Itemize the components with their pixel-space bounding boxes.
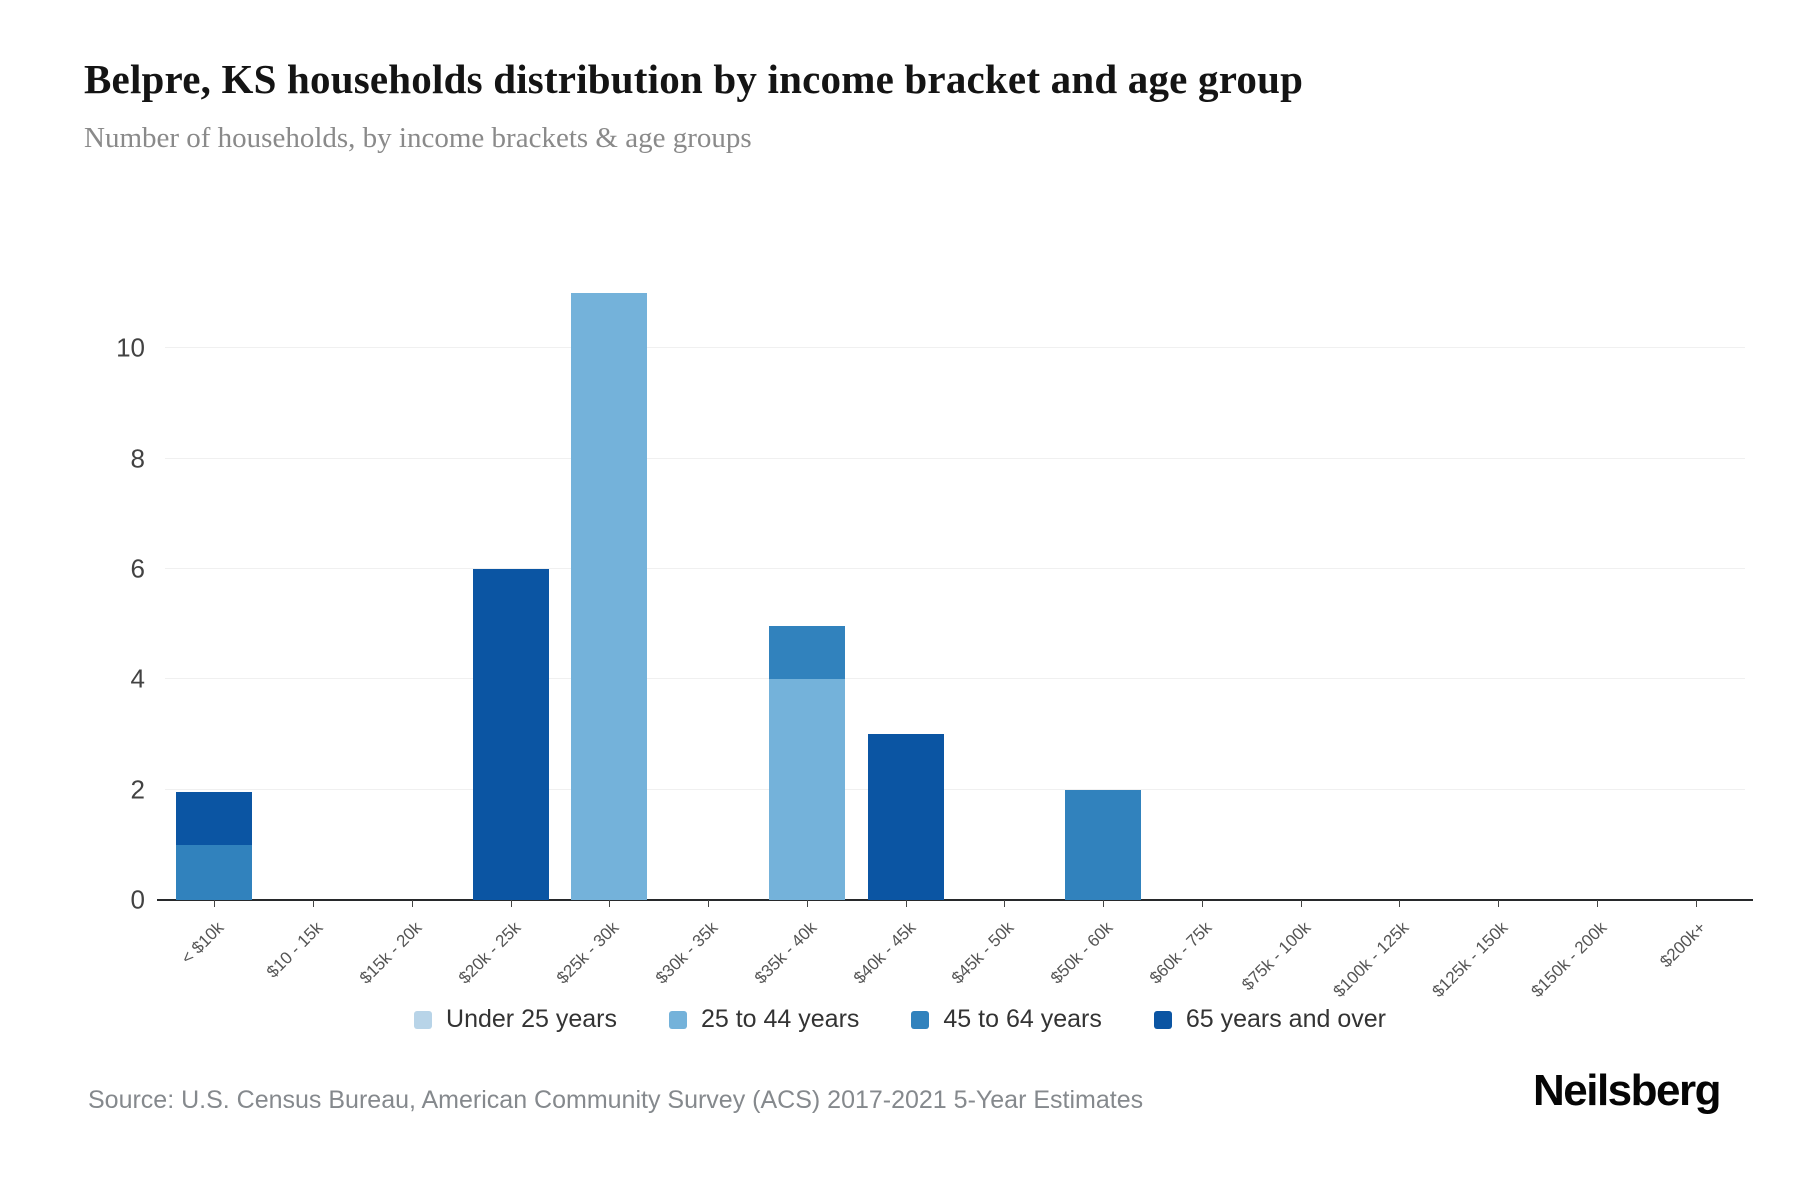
x-tick-label: $30k - 35k (651, 918, 722, 988)
y-tick-label: 4 (130, 663, 145, 694)
legend-label: 65 years and over (1185, 1005, 1386, 1033)
x-tick (1498, 900, 1500, 907)
gridline (165, 678, 1745, 680)
bar-segment[interactable] (768, 679, 845, 900)
legend: Under 25 years 25 to 44 years 45 to 64 yea… (0, 1005, 1800, 1034)
x-tick-label: $100k - 125k (1329, 918, 1413, 1001)
legend-swatch (414, 1010, 433, 1029)
legend-item[interactable]: Under 25 years (414, 1005, 617, 1034)
x-tick-label: $60k - 75k (1145, 918, 1216, 988)
x-tick (905, 900, 907, 907)
legend-label: 45 to 64 years (943, 1005, 1102, 1033)
x-tick-label: $10 - 15k (262, 918, 327, 982)
x-tick (1596, 900, 1598, 907)
x-tick (510, 900, 512, 907)
x-tick-label: $75k - 100k (1237, 918, 1315, 995)
x-tick-label: $200k+ (1655, 918, 1710, 972)
legend-item[interactable]: 45 to 64 years (911, 1005, 1102, 1034)
x-tick (806, 900, 808, 907)
x-tick-label: $150k - 200k (1527, 918, 1611, 1001)
x-tick (1399, 900, 1401, 907)
x-tick-label: $45k - 50k (948, 918, 1018, 988)
bar-segment[interactable] (176, 844, 253, 900)
chart-subtitle: Number of households, by income brackets… (84, 122, 752, 154)
bar-segment[interactable] (571, 293, 648, 900)
bar-segment[interactable] (768, 624, 845, 680)
bar-segment[interactable] (176, 789, 253, 845)
bar-segment[interactable] (472, 568, 549, 900)
gridline (165, 788, 1745, 790)
legend-label: Under 25 years (446, 1005, 617, 1033)
y-tick-label: 0 (130, 884, 145, 915)
y-axis-labels: 0 2 4 6 8 10 (60, 260, 155, 915)
x-tick-label: $25k - 30k (553, 918, 623, 988)
legend-swatch (1153, 1010, 1172, 1029)
x-tick-label: $125k - 150k (1428, 918, 1512, 1001)
x-tick-label: < $10k (177, 918, 228, 968)
x-tick-label: $40k - 45k (849, 918, 920, 988)
x-tick (1695, 900, 1697, 907)
x-tick-label: $35k - 40k (750, 918, 821, 988)
y-tick-label: 8 (130, 443, 145, 474)
y-tick-label: 2 (130, 774, 145, 805)
x-tick (1300, 900, 1302, 907)
y-tick-label: 10 (116, 332, 145, 363)
plot-area (157, 260, 1753, 907)
x-tick (708, 900, 710, 907)
x-tick (1201, 900, 1203, 907)
legend-item[interactable]: 25 to 44 years (668, 1005, 860, 1034)
x-tick (1004, 900, 1006, 907)
x-tick (411, 900, 413, 907)
legend-label: 25 to 44 years (700, 1005, 860, 1033)
gridline (165, 457, 1745, 459)
x-axis-line (157, 899, 1753, 901)
legend-item[interactable]: 65 years and over (1153, 1005, 1386, 1034)
x-tick (609, 900, 611, 907)
x-tick (214, 900, 216, 907)
chart-title: Belpre, KS households distribution by in… (84, 56, 1304, 102)
gridline (165, 567, 1745, 569)
x-tick-label: $20k - 25k (454, 918, 525, 988)
x-tick-label: $15k - 20k (355, 918, 426, 988)
gridline (165, 347, 1745, 349)
x-tick (1103, 900, 1105, 907)
y-tick-label: 6 (130, 553, 145, 584)
x-tick (313, 900, 315, 907)
neilsberg-logo: Neilsberg (1532, 1066, 1722, 1115)
bar-segment[interactable] (1065, 789, 1142, 900)
bar-segment[interactable] (867, 734, 944, 900)
source-note: Source: U.S. Census Bureau, American Com… (88, 1086, 1144, 1114)
x-tick-label: $50k - 60k (1046, 918, 1117, 988)
legend-swatch (911, 1010, 930, 1029)
legend-swatch (668, 1010, 687, 1029)
